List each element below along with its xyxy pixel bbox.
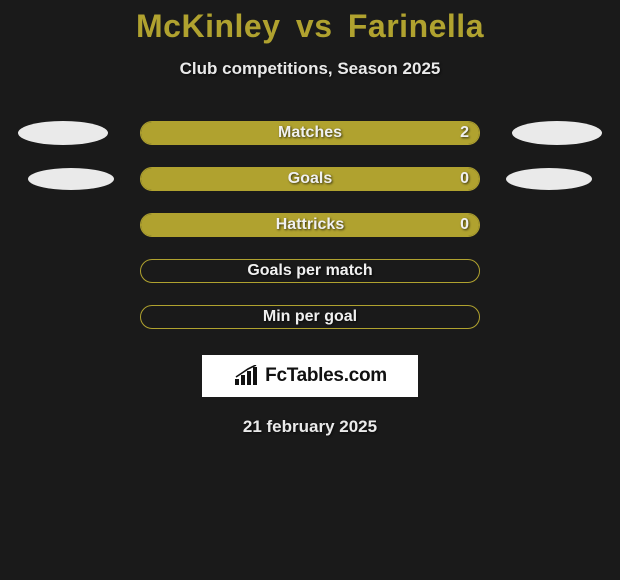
title-player2: Farinella <box>348 8 484 44</box>
stat-bar: Matches2 <box>140 121 480 145</box>
marker-right <box>506 168 592 190</box>
stat-bar-fill <box>141 168 479 190</box>
stat-value: 0 <box>460 170 469 188</box>
chart-icon <box>233 365 261 387</box>
stat-bar: Goals0 <box>140 167 480 191</box>
stat-value: 0 <box>460 216 469 234</box>
marker-left <box>18 121 108 145</box>
stat-row: Hattricks0 <box>0 213 620 237</box>
stat-label: Min per goal <box>141 308 479 326</box>
comparison-card: McKinley vs Farinella Club competitions,… <box>0 0 620 437</box>
title-vs: vs <box>296 8 333 44</box>
title-player1: McKinley <box>136 8 280 44</box>
page-title: McKinley vs Farinella <box>0 8 620 45</box>
stat-row: Matches2 <box>0 121 620 145</box>
logo-box: FcTables.com <box>202 355 418 397</box>
stat-bar: Goals per match <box>140 259 480 283</box>
stat-row: Min per goal <box>0 305 620 329</box>
stat-value: 2 <box>460 124 469 142</box>
stats-list: Matches2 Goals0 Hattricks0 Goals per match M… <box>0 121 620 329</box>
stat-row: Goals per match <box>0 259 620 283</box>
stat-row: Goals0 <box>0 167 620 191</box>
marker-left <box>28 168 114 190</box>
date-label: 21 february 2025 <box>0 417 620 437</box>
stat-bar: Hattricks0 <box>140 213 480 237</box>
marker-right <box>512 121 602 145</box>
stat-bar-fill <box>141 122 479 144</box>
subtitle: Club competitions, Season 2025 <box>0 59 620 79</box>
stat-bar-fill <box>141 214 479 236</box>
stat-label: Goals per match <box>141 262 479 280</box>
logo-text: FcTables.com <box>265 365 387 387</box>
stat-bar: Min per goal <box>140 305 480 329</box>
